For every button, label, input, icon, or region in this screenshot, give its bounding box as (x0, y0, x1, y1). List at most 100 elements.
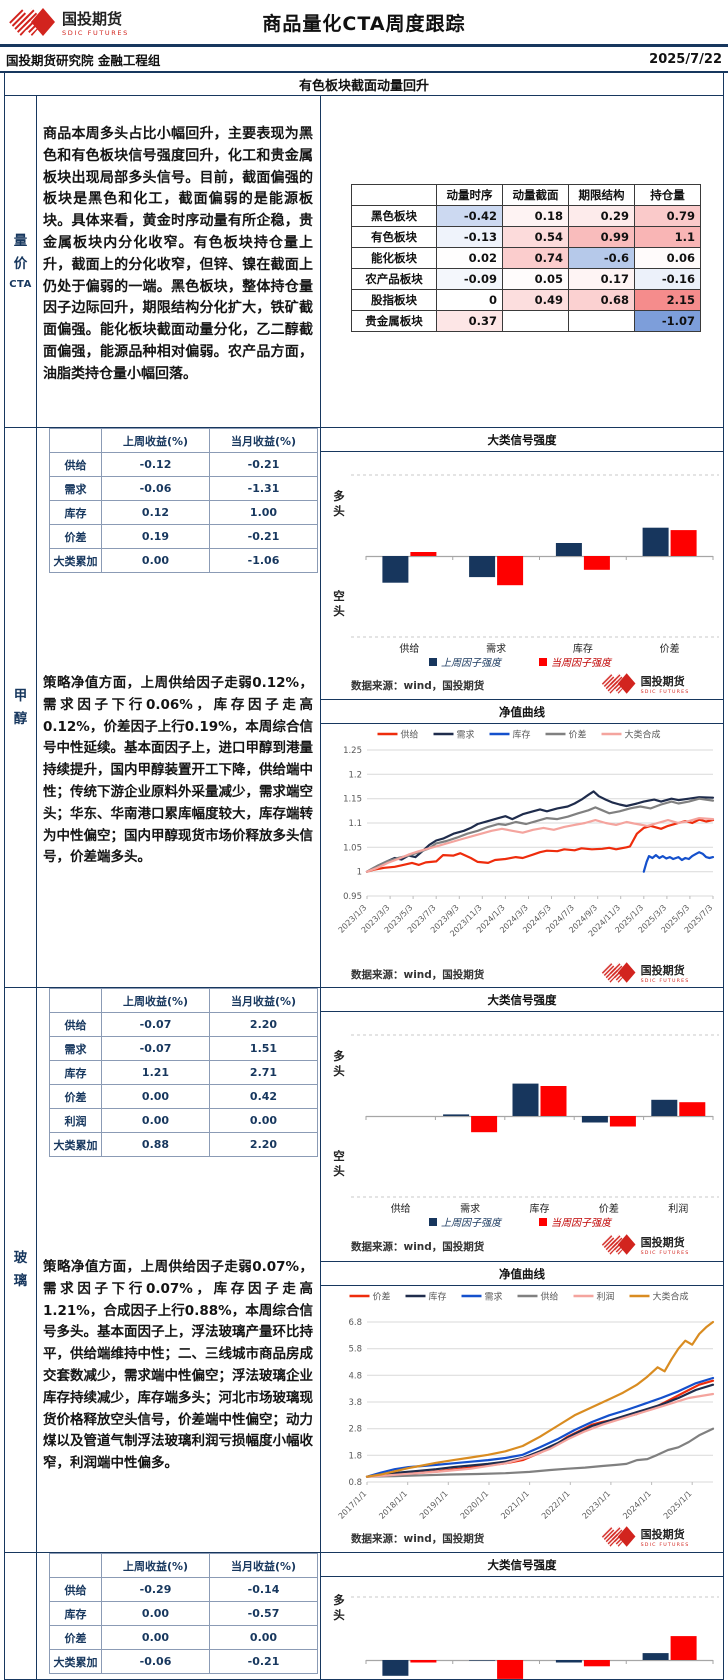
commentary: 商品本周多头占比小幅回升，主要表现为黑色和有色板块信号强度回升，化工和贵金属板块… (43, 126, 313, 382)
svg-text:国投期货: 国投期货 (641, 1526, 685, 1540)
datasource-row: 数据来源：wind，国投期货 国投期货 SDIC FUTURES (321, 1232, 723, 1262)
svg-text:空: 空 (333, 1149, 345, 1163)
svg-text:当周因子强度: 当周因子强度 (551, 657, 613, 669)
datasource-row: 数据来源：wind，国投期货 国投期货 SDIC FUTURES (321, 960, 723, 987)
curve-chart-title: 净值曲线 (321, 700, 723, 724)
svg-text:供给: 供给 (399, 642, 419, 655)
logo-icon: 国投期货 SDIC FUTURES (601, 1524, 711, 1553)
svg-text:国投期货: 国投期货 (641, 1235, 685, 1249)
svg-text:SDIC FUTURES: SDIC FUTURES (641, 689, 690, 695)
section-label-char: 量 (13, 233, 28, 250)
report-title: 商品量化CTA周度跟踪 (262, 12, 466, 35)
svg-text:空: 空 (333, 589, 345, 603)
signal-chart-title: 大类信号强度 (321, 428, 723, 452)
datasource-text: 数据来源：wind，国投期货 (351, 1532, 485, 1545)
svg-text:头: 头 (333, 504, 345, 518)
svg-text:3.8: 3.8 (348, 1398, 362, 1408)
product-chart-column: 大类信号强度 多头空头供给 需求 库存 价差 利润 上周因子强度 当周因子强度 数据来源：w… (321, 988, 723, 1552)
section-label-char: CTA (9, 278, 32, 290)
datasource-row: 数据来源：wind，国投期货 国投期货 SDIC FUTURES (321, 672, 723, 700)
quant-cta-chart-column: 动量时序 动量截面 期限结构 持仓量 黑色板块 -0.42 0.18 0.29 0.79 有色板块… (321, 96, 723, 427)
commentary: 策略净值方面，上周供给因子走弱0.07%，需求因子下行0.07%，库存因子走高1… (43, 1259, 313, 1472)
svg-text:供给: 供给 (401, 729, 419, 741)
product-chart-column: 大类信号强度 多头空头供给 需求 库存 价差 上周因子强度 当周因子强度 数据来源：win… (321, 428, 723, 987)
svg-text:5.8: 5.8 (348, 1345, 362, 1355)
svg-text:库存: 库存 (429, 1291, 447, 1303)
signal-chart-title: 大类信号强度 (321, 1553, 723, 1577)
product-text-column: 上周收益(%) 当月收益(%) 供给 -0.12 -0.21 需求 -0.06 -1.31 库存… (37, 428, 321, 987)
svg-text:头: 头 (333, 1608, 345, 1622)
svg-text:多: 多 (333, 1593, 345, 1607)
signal-strength-chart: 多头空头供给 需求 库存 价差 利润 上周因子强度 当周因子强度 (321, 1012, 723, 1232)
svg-text:上周因子强度: 上周因子强度 (441, 1217, 503, 1229)
svg-text:2025/1/1: 2025/1/1 (662, 1489, 694, 1521)
curve-chart-title: 净值曲线 (321, 1262, 723, 1286)
svg-text:大类合成: 大类合成 (625, 729, 661, 741)
nav-curve-chart: 供给 需求 库存 价差 大类合成 1.25 1.2 1.15 1.1 1.05 1 0.95 2023/… (321, 724, 723, 960)
signal-chart-title: 大类信号强度 (321, 988, 723, 1012)
svg-text:0.8: 0.8 (348, 1478, 362, 1488)
datasource-text: 数据来源：wind，国投期货 (351, 680, 485, 692)
datasource-row: 数据来源：wind，国投期货 国投期货 SDIC FUTURES (321, 1523, 723, 1552)
section-bottom-2: 上周收益(%) 当月收益(%) 供给 -0.29 -0.14 库存 0.00 -0.57 价差 0… (5, 1552, 723, 1679)
commentary: 策略净值方面，上周供给因子走弱0.12%，需求因子下行0.06%，库存因子走高0… (43, 675, 313, 866)
svg-text:2018/1/1: 2018/1/1 (377, 1489, 409, 1521)
svg-text:2021/1/1: 2021/1/1 (499, 1489, 531, 1521)
svg-text:头: 头 (333, 1064, 345, 1078)
returns-table: 上周收益(%) 当月收益(%) 供给 -0.07 2.20 需求 -0.07 1.51 库存 1.… (49, 988, 318, 1157)
section-label-char: 玻 (13, 1250, 28, 1267)
svg-text:6.8: 6.8 (348, 1318, 362, 1328)
svg-text:1.2: 1.2 (348, 770, 362, 780)
svg-text:2022/1/1: 2022/1/1 (540, 1489, 572, 1521)
svg-text:大类合成: 大类合成 (653, 1291, 689, 1303)
org-name: 国投期货研究院 金融工程组 (6, 52, 161, 68)
section-label-char: 甲 (13, 687, 28, 704)
svg-text:库存: 库存 (530, 1202, 550, 1215)
svg-text:价差: 价差 (599, 1202, 619, 1215)
svg-text:库存: 库存 (513, 729, 531, 741)
svg-text:2.8: 2.8 (348, 1425, 362, 1435)
svg-text:1.15: 1.15 (343, 795, 362, 805)
report-date: 2025/7/22 (649, 51, 722, 67)
svg-text:2020/1/1: 2020/1/1 (459, 1489, 491, 1521)
org-row: 国投期货研究院 金融工程组 2025/7/22 (0, 47, 728, 73)
svg-text:价差: 价差 (569, 729, 587, 741)
nav-curve-chart: 价差 库存 需求 供给 利润 大类合成 6.8 5.8 4.8 3.8 2.8 1.8 0.8 2017/… (321, 1286, 723, 1523)
svg-text:当周因子强度: 当周因子强度 (551, 1217, 613, 1229)
svg-text:供给: 供给 (541, 1291, 559, 1303)
svg-text:需求: 需求 (460, 1203, 480, 1215)
section-甲醇: 甲醇 上周收益(%) 当月收益(%) 供给 -0.12 -0.21 需求 -0.06 -1.3… (5, 427, 723, 987)
section-label: 甲醇 (5, 428, 37, 987)
section-label-quant-cta: 量价 CTA (5, 96, 37, 427)
svg-text:多: 多 (333, 489, 345, 503)
svg-text:1: 1 (357, 868, 362, 878)
returns-table: 上周收益(%) 当月收益(%) 供给 -0.12 -0.21 需求 -0.06 -1.31 库存… (49, 428, 318, 573)
svg-text:2019/1/1: 2019/1/1 (418, 1489, 450, 1521)
svg-text:1.25: 1.25 (343, 746, 362, 756)
svg-text:1.05: 1.05 (343, 843, 362, 853)
svg-text:国投期货: 国投期货 (641, 962, 685, 976)
svg-text:价差: 价差 (660, 642, 680, 655)
svg-text:利润: 利润 (597, 1291, 615, 1303)
logo-icon: 国投期货 SDIC FUTURES (601, 671, 711, 700)
momentum-table: 动量时序 动量截面 期限结构 持仓量 黑色板块 -0.42 0.18 0.29 0.79 有色板块… (321, 96, 723, 332)
sheet: 量价 CTA 商品本周多头占比小幅回升，主要表现为黑色和有色板块信号强度回升，化工… (4, 96, 724, 1680)
svg-text:库存: 库存 (573, 642, 593, 655)
svg-text:2024/1/1: 2024/1/1 (621, 1489, 653, 1521)
svg-text:2017/1/1: 2017/1/1 (337, 1489, 369, 1521)
svg-text:头: 头 (333, 1164, 345, 1178)
svg-text:国投期货: 国投期货 (641, 674, 685, 688)
svg-text:需求: 需求 (486, 643, 506, 655)
svg-text:SDIC FUTURES: SDIC FUTURES (641, 978, 690, 984)
section-label-char: 璃 (13, 1273, 28, 1289)
datasource-text: 数据来源：wind，国投期货 (351, 968, 485, 981)
section-label-char: 醇 (13, 710, 28, 727)
report-subtitle: 有色板块截面动量回升 (4, 73, 724, 96)
svg-text:供给: 供给 (391, 1202, 411, 1215)
datasource-text: 数据来源：wind，国投期货 (351, 1241, 485, 1253)
svg-text:SDIC FUTURES: SDIC FUTURES (641, 1542, 690, 1548)
product-text-column: 上周收益(%) 当月收益(%) 供给 -0.29 -0.14 库存 0.00 -0.57 价差 0… (37, 1553, 321, 1679)
